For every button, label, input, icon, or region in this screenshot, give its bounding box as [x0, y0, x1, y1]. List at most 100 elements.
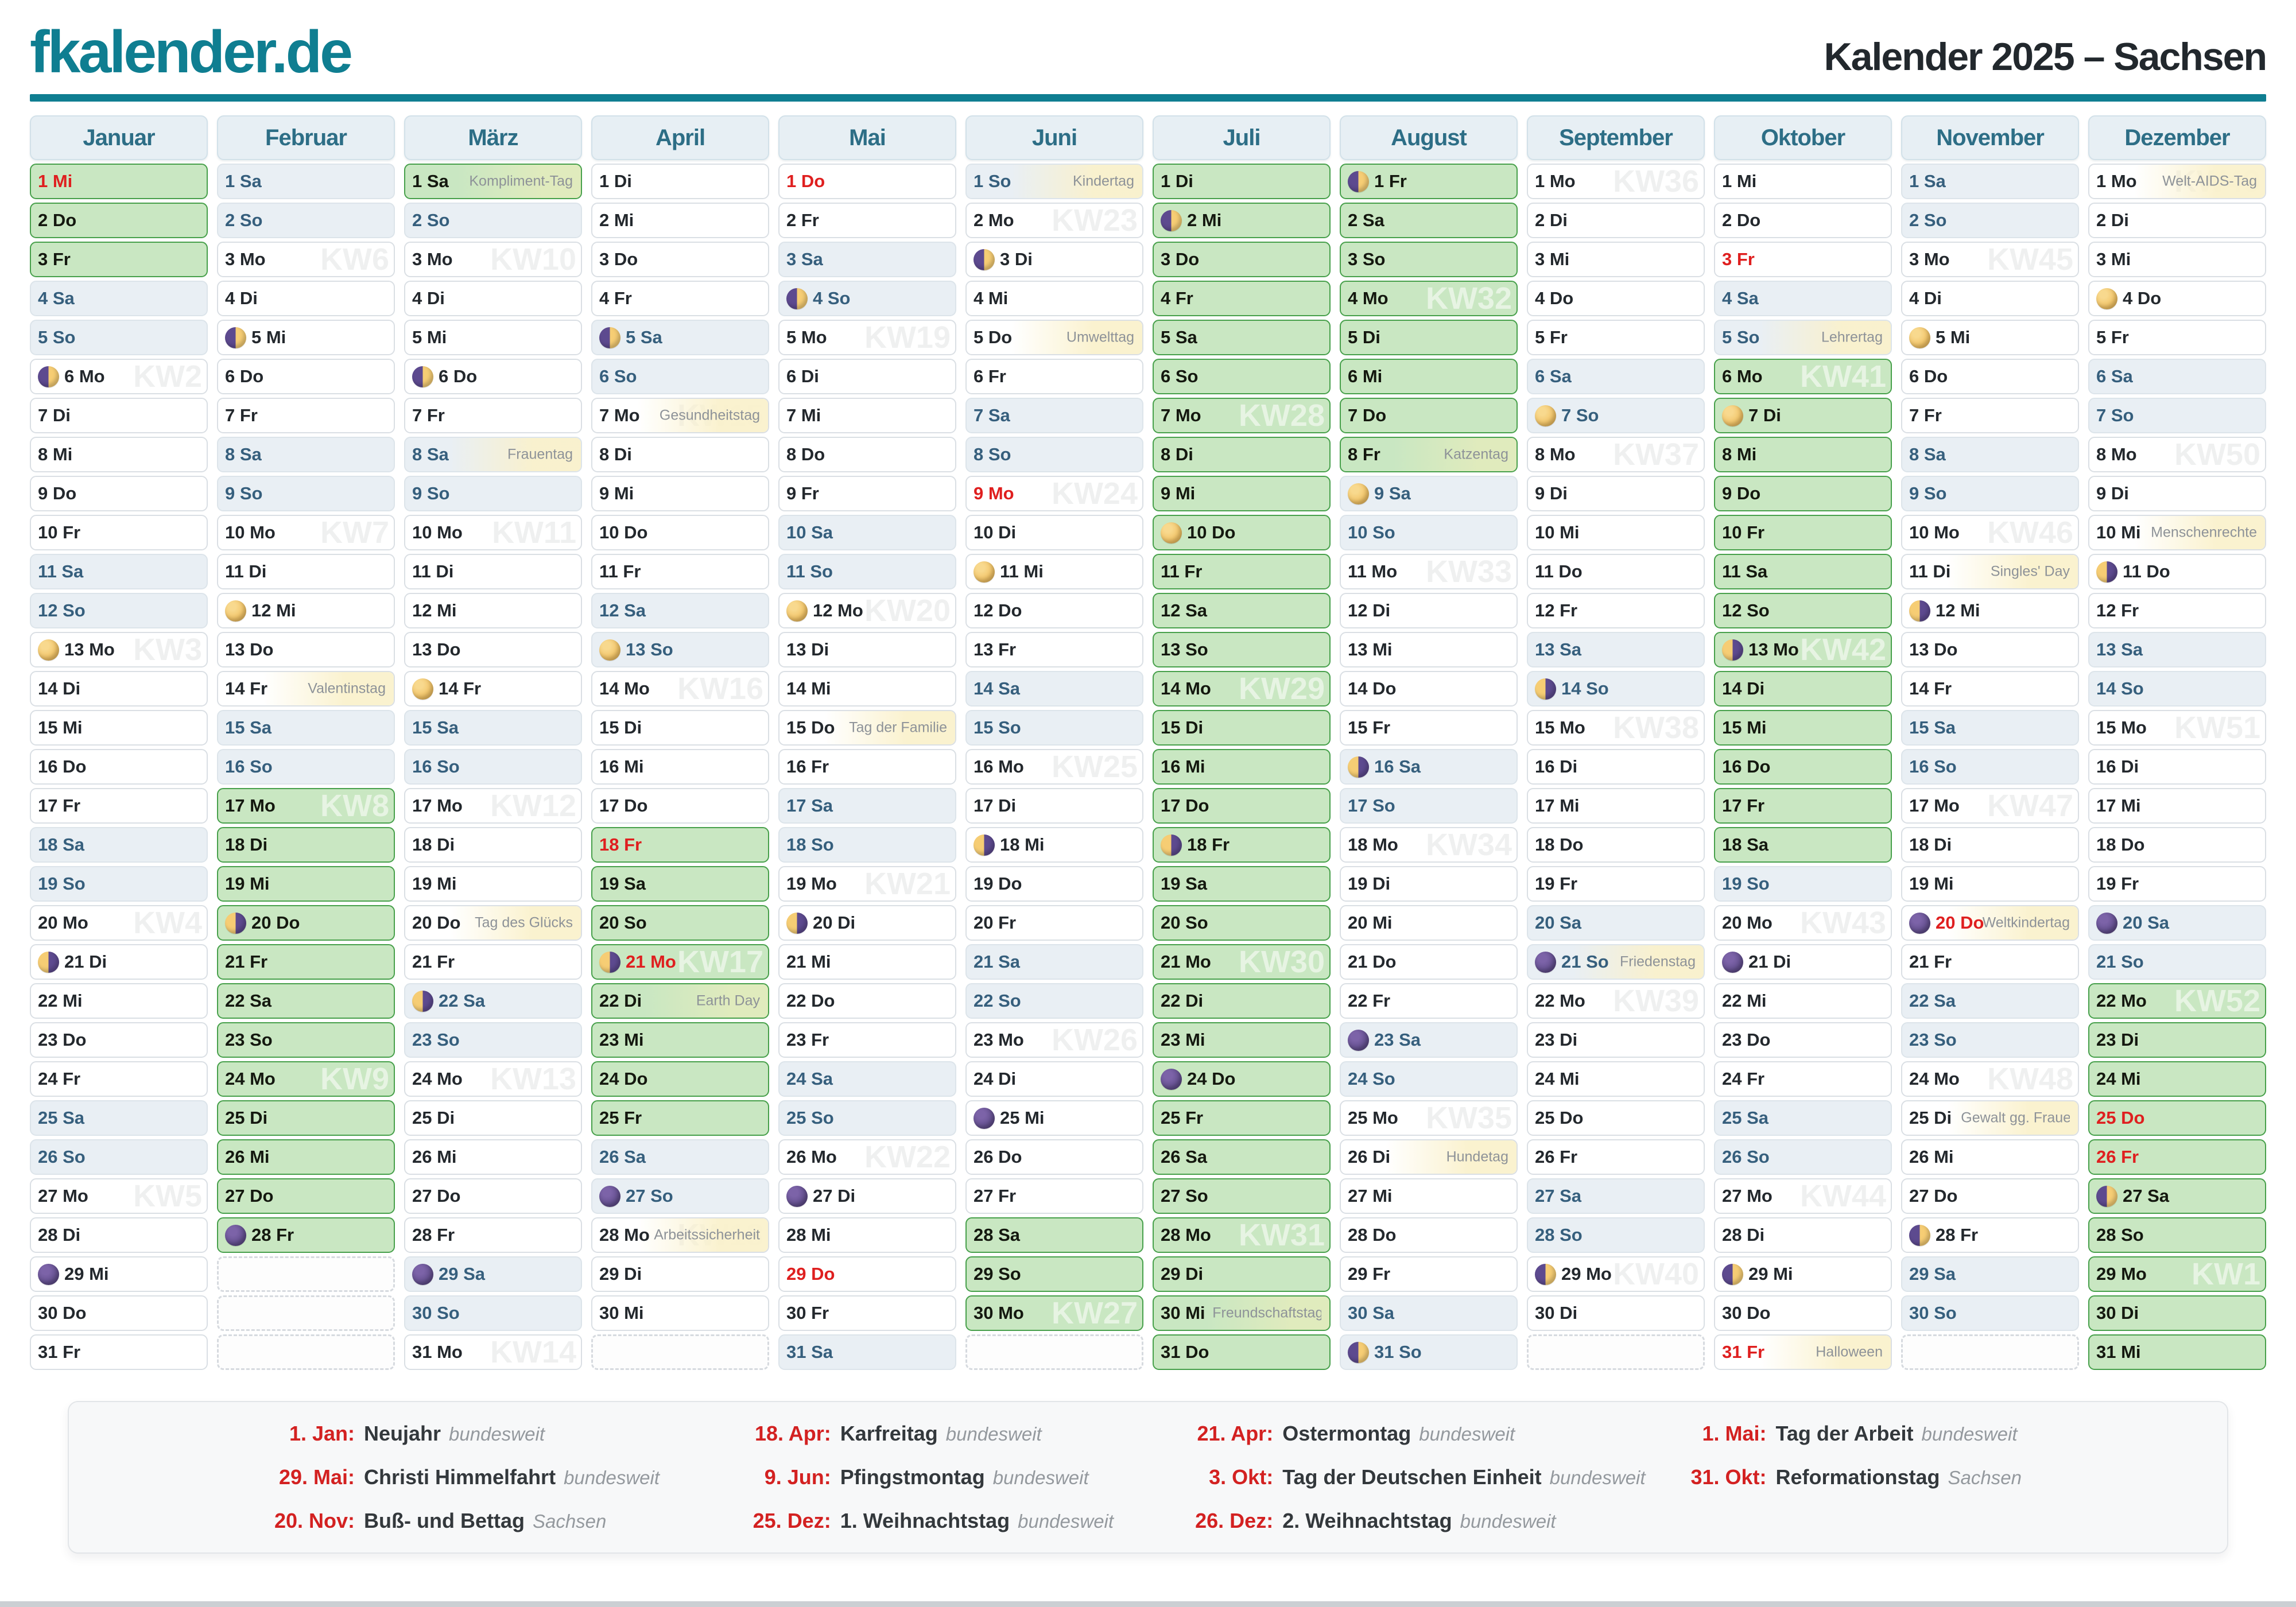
day-text: 24 Fr	[1722, 1069, 1765, 1089]
day-text: 21 So	[2096, 952, 2144, 972]
day-cell: 9 So	[1901, 476, 2079, 512]
page-header: fkalender.de Kalender 2025 – Sachsen	[30, 19, 2267, 86]
day-text: 28 Fr	[251, 1225, 294, 1245]
day-text: 7 Do	[1348, 405, 1387, 426]
day-text: 25 Sa	[1722, 1108, 1769, 1128]
day-cell: 18 Fr	[1153, 827, 1331, 863]
day-cell: 24 Mo KW13	[404, 1061, 582, 1097]
special-day-label: Lehrertag	[1821, 329, 1883, 346]
kw-watermark: KW27	[1051, 1296, 1138, 1331]
day-text: 16 Di	[1535, 756, 1578, 777]
day-text: 26 So	[38, 1147, 86, 1167]
day-cell: 27 So	[1153, 1178, 1331, 1214]
day-text: 16 Fr	[786, 756, 829, 777]
day-cell: 3 Mi	[1527, 242, 1705, 278]
day-cell: 6 Do	[404, 359, 582, 395]
day-cell: 16 Di	[2088, 749, 2266, 785]
day-cell: 11 Di	[217, 554, 395, 590]
day-text: 5 Do	[974, 327, 1013, 348]
day-cell: 15 So	[965, 710, 1143, 746]
kw-watermark: KW20	[864, 593, 951, 628]
kw-watermark: KW45	[1987, 242, 2073, 277]
kw-watermark: KW19	[864, 320, 951, 355]
day-cell: 7 Mo KW15 Gesundheitstag	[591, 398, 769, 434]
day-text: 26 So	[1722, 1147, 1770, 1167]
day-cell: 16 Mi	[1153, 749, 1331, 785]
day-cell: 22 Mo KW39	[1527, 983, 1705, 1019]
day-text: 22 Sa	[1909, 991, 1956, 1011]
kw-watermark: KW42	[1799, 632, 1886, 667]
day-text: 7 Mo	[1161, 405, 1201, 426]
day-cell: 24 Do	[1153, 1061, 1331, 1097]
day-text: 18 Mi	[1000, 834, 1045, 855]
day-text: 7 Mo	[599, 405, 640, 426]
day-text: 3 Fr	[1722, 249, 1755, 270]
day-text: 28 So	[2096, 1225, 2144, 1245]
day-cell: 23 Do	[30, 1022, 208, 1058]
day-cell: 15 Mo KW38	[1527, 710, 1705, 746]
day-text: 27 Sa	[1535, 1186, 1582, 1206]
day-text: 13 Do	[412, 639, 461, 660]
day-cell: 18 Mi	[965, 827, 1143, 863]
day-cell: 3 Mo KW6	[217, 242, 395, 278]
day-cell: 9 Sa	[1340, 476, 1518, 512]
day-text: 10 Mi	[2096, 522, 2141, 543]
legend-box: 1. Jan: Neujahr bundesweit 18. Apr: Karfreit…	[68, 1401, 2228, 1554]
logo-link[interactable]: fkalender.de	[30, 19, 353, 86]
day-text: 10 Fr	[38, 522, 81, 543]
month-column-oktober: Oktober 1 Mi 2 Do 3 Fr 4 Sa 5 So Lehrertag 6 Mo…	[1714, 115, 1892, 1371]
day-text: 11 So	[786, 561, 833, 582]
day-text: 23 So	[1909, 1030, 1957, 1050]
day-text: 11 Sa	[1722, 561, 1768, 582]
day-cell: 18 Sa	[30, 827, 208, 863]
day-text: 29 Mo	[2096, 1264, 2147, 1284]
day-cell: 25 Mi	[965, 1100, 1143, 1136]
day-text: 28 Do	[1348, 1225, 1397, 1245]
day-text: 29 Mi	[1748, 1264, 1793, 1284]
day-text: 13 Fr	[974, 639, 1017, 660]
day-text: 8 Sa	[412, 444, 449, 465]
day-cell: 10 Mo KW46	[1901, 515, 2079, 551]
first-quarter-moon-icon	[1909, 1224, 1930, 1246]
day-cell: 29 Mo KW1	[2088, 1256, 2266, 1292]
last-quarter-moon-icon	[1909, 600, 1930, 622]
day-cell: 25 Do	[1527, 1100, 1705, 1136]
day-text: 26 Mi	[225, 1147, 270, 1167]
day-text: 5 Mi	[412, 327, 447, 348]
kw-watermark: KW6	[320, 242, 389, 277]
kw-watermark: KW14	[490, 1335, 576, 1370]
kw-watermark: KW16	[677, 671, 763, 707]
day-text: 17 So	[1348, 795, 1395, 816]
day-text: 20 Mi	[1348, 913, 1393, 933]
day-cell: 31 Mo KW14	[404, 1334, 582, 1371]
day-text: 12 Fr	[1535, 600, 1578, 621]
day-text: 14 So	[1561, 678, 1609, 699]
day-cell: 8 Mo KW50	[2088, 437, 2266, 473]
day-cell: 1 Mo KW49 Welt-AIDS-Tag	[2088, 164, 2266, 200]
day-cell: 24 Do	[591, 1061, 769, 1097]
day-cell: 18 Di	[217, 827, 395, 863]
kw-watermark: KW7	[320, 515, 389, 550]
day-text: 30 Do	[1722, 1303, 1771, 1323]
kw-watermark: KW4	[133, 906, 202, 941]
day-text: 7 So	[2096, 405, 2134, 426]
day-cell: 31 Do	[1153, 1334, 1331, 1371]
legend-holiday-name: Tag der Deutschen Einheit	[1282, 1465, 1542, 1489]
day-text: 9 So	[412, 483, 450, 504]
first-quarter-moon-icon	[786, 288, 808, 309]
full-moon-icon	[599, 639, 620, 661]
special-day-label: Singles' Day	[1990, 563, 2070, 580]
day-cell: 17 Do	[591, 788, 769, 824]
day-cell: 27 Mi	[1340, 1178, 1518, 1214]
first-quarter-moon-icon	[1348, 1341, 1369, 1363]
day-cell: 29 Mi	[1714, 1256, 1892, 1292]
legend-holiday-name: Karfreitag	[840, 1422, 938, 1446]
day-cell: 23 Mi	[591, 1022, 769, 1058]
month-header: November	[1901, 115, 2079, 161]
day-cell: 17 Do	[1153, 788, 1331, 824]
day-cell: 11 Fr	[591, 554, 769, 590]
day-cell: 2 So	[1901, 203, 2079, 239]
kw-watermark: KW17	[677, 945, 763, 980]
kw-watermark: KW51	[2174, 711, 2260, 746]
day-text: 22 Sa	[439, 991, 486, 1011]
